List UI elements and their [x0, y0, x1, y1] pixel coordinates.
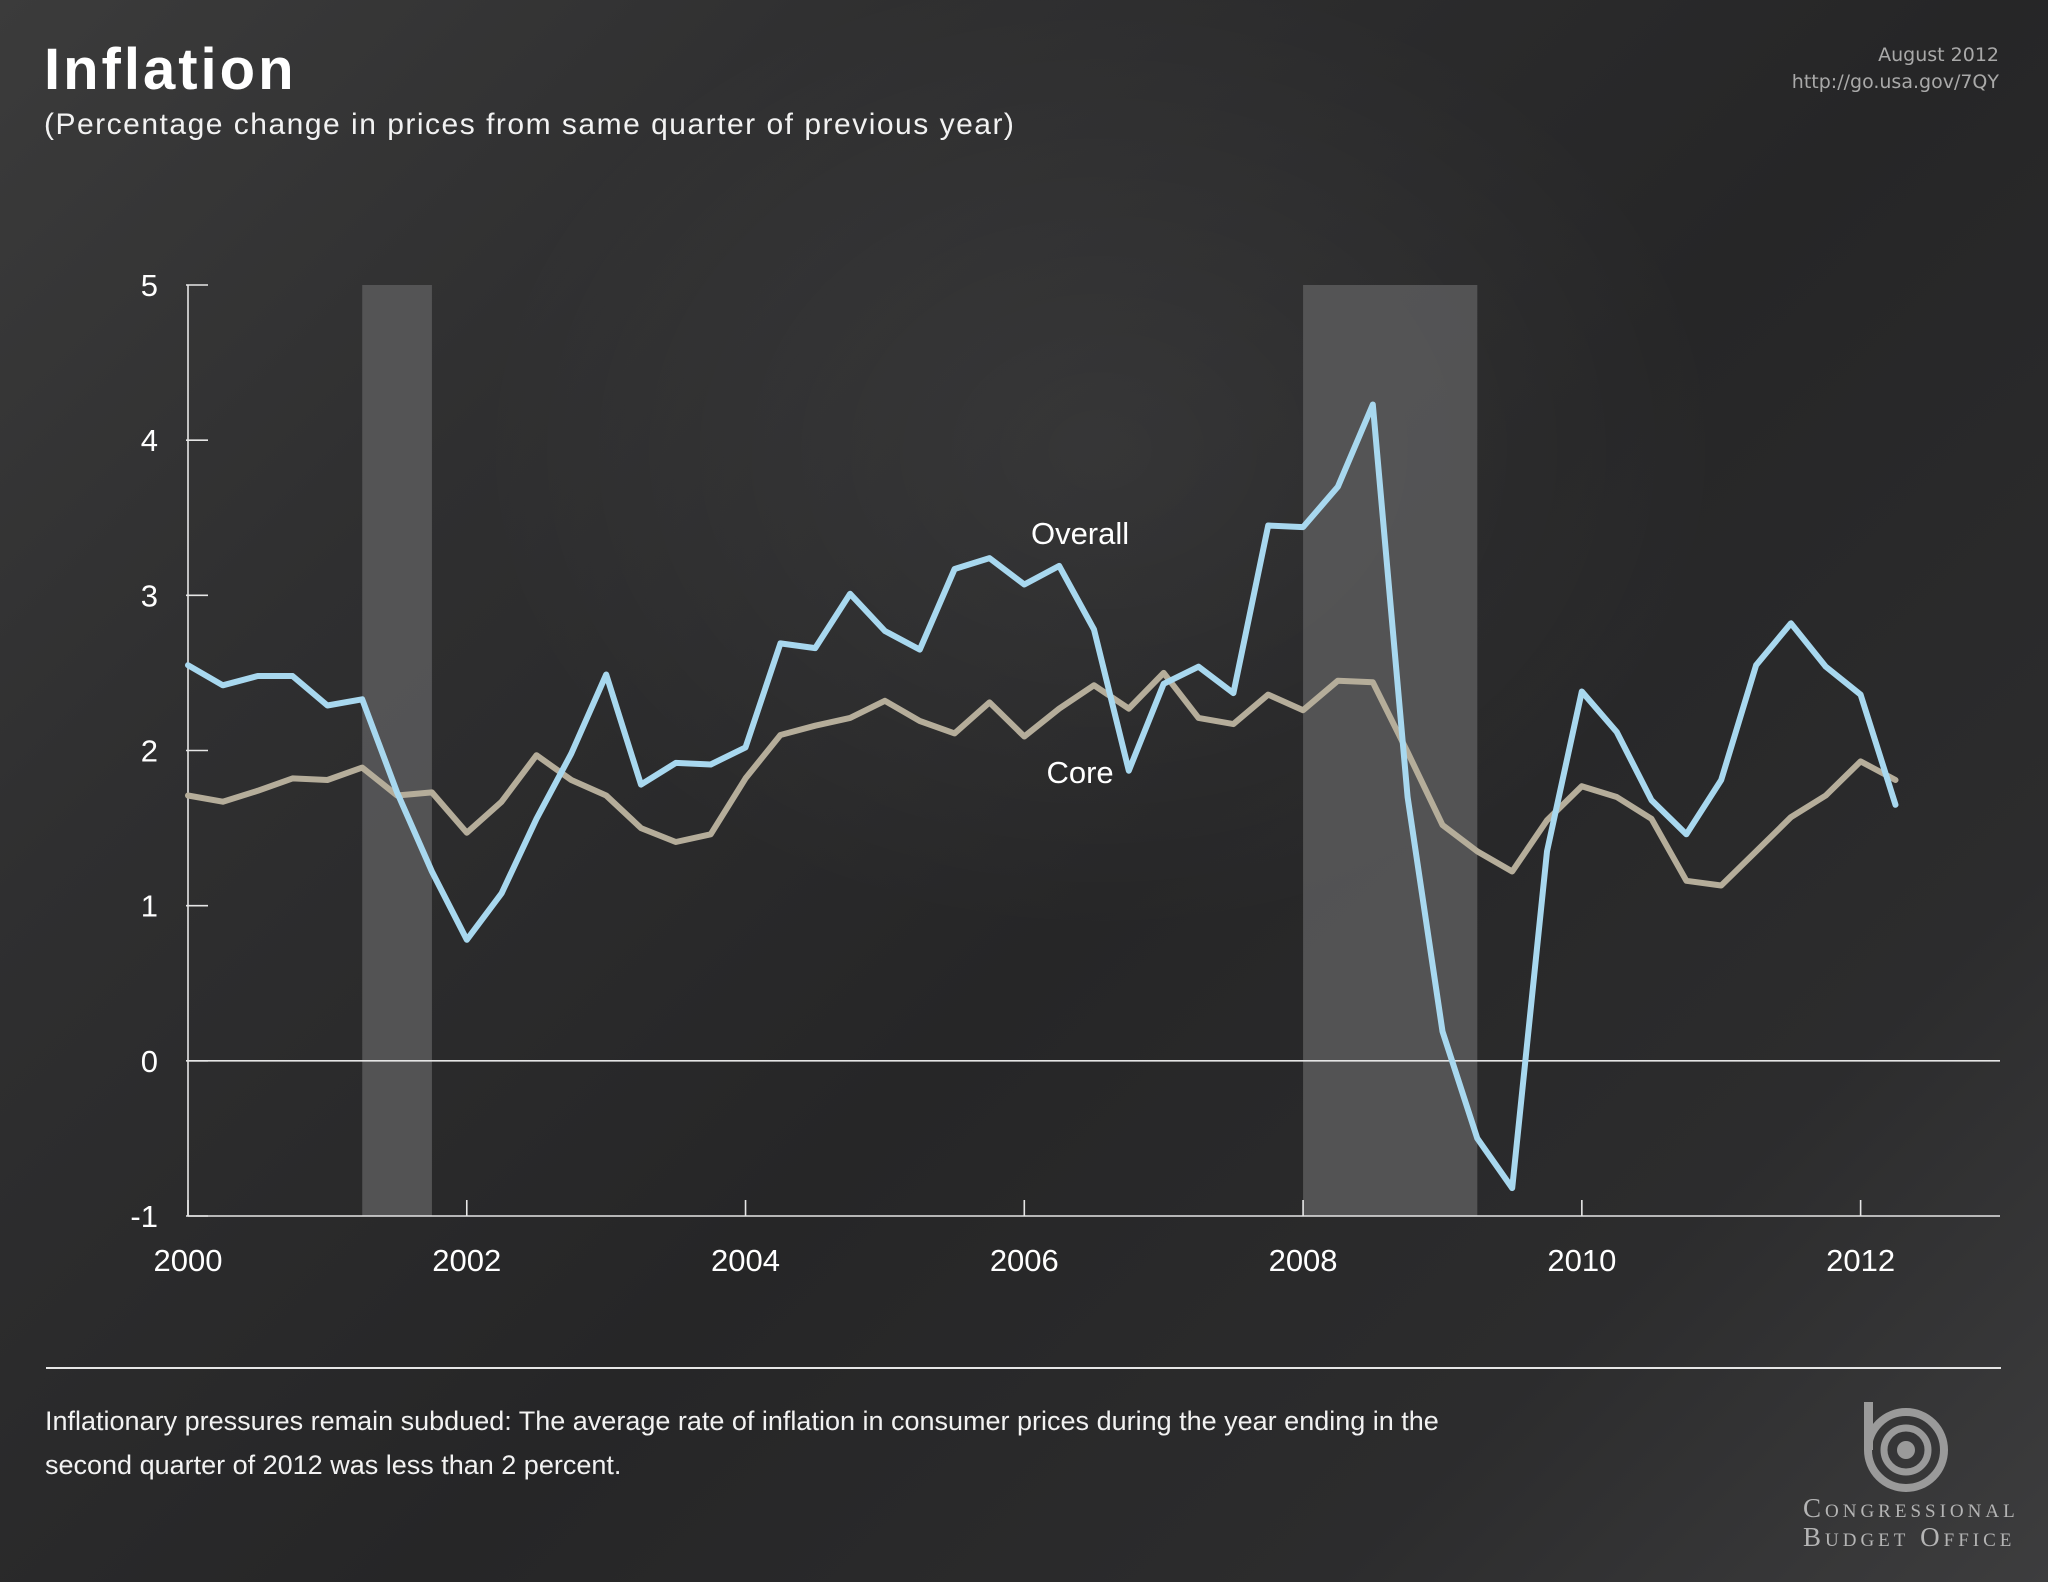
- agency-name-line-1: Congressional: [1803, 1493, 2019, 1523]
- chart-axes: -1 0 1 2 3 4 5 2000 2002 2004 2006 2008 2010 2012: [130, 268, 2000, 1278]
- x-tick-label-2006: 2006: [990, 1243, 1059, 1278]
- page-subtitle: (Percentage change in prices from same q…: [44, 108, 1016, 141]
- x-tick-label-2010: 2010: [1547, 1243, 1616, 1278]
- cbo-logo-icon: [1864, 1402, 1948, 1492]
- y-tick-label-5: 5: [141, 268, 158, 303]
- x-tick-label-2008: 2008: [1269, 1243, 1338, 1278]
- caption-line-2: second quarter of 2012 was less than 2 p…: [45, 1450, 622, 1480]
- x-tick-label-2002: 2002: [432, 1243, 501, 1278]
- y-tick-label-3: 3: [141, 578, 158, 613]
- page-title: Inflation: [44, 37, 297, 102]
- inflation-line-chart: -1 0 1 2 3 4 5 2000 2002 2004 2006 2008 2010 2012 Ove…: [130, 268, 2000, 1278]
- chart-caption: Inflationary pressures remain subdued: T…: [45, 1399, 1575, 1487]
- y-tick-label-2: 2: [141, 734, 158, 769]
- series-line-core: [185, 669, 1899, 889]
- publication-date: August 2012: [1878, 44, 1999, 66]
- agency-name: Congressional Budget Office: [1803, 1494, 2019, 1552]
- series-line-overall: [185, 401, 1899, 1192]
- y-tick-label-0: 0: [141, 1044, 158, 1079]
- y-tick-label-4: 4: [141, 423, 158, 458]
- y-tick-label--1: -1: [130, 1199, 158, 1234]
- caption-line-1: Inflationary pressures remain subdued: T…: [45, 1406, 1439, 1436]
- series-label-overall: Overall: [1031, 516, 1129, 551]
- agency-name-line-2: Budget Office: [1803, 1522, 2016, 1552]
- x-tick-label-2012: 2012: [1826, 1243, 1895, 1278]
- footer-divider: [46, 1367, 2001, 1369]
- series-label-core: Core: [1046, 755, 1113, 790]
- chart-series: [185, 401, 1899, 1192]
- x-tick-label-2000: 2000: [154, 1243, 223, 1278]
- source-url: http://go.usa.gov/7QY: [1791, 71, 1999, 93]
- recession-band-2: [1303, 285, 1478, 1216]
- y-tick-label-1: 1: [141, 889, 158, 924]
- recession-shading: [362, 285, 1478, 1216]
- x-tick-label-2004: 2004: [711, 1243, 780, 1278]
- recession-band-1: [362, 285, 432, 1216]
